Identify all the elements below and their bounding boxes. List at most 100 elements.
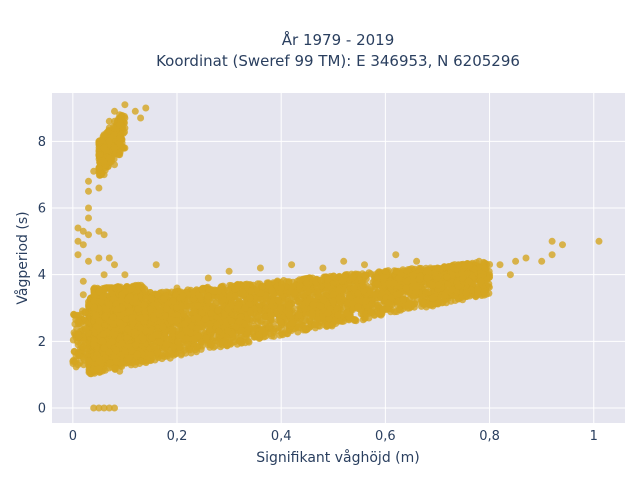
data-point — [151, 343, 158, 350]
data-point — [159, 355, 166, 362]
data-point — [429, 295, 436, 302]
data-point — [173, 317, 180, 324]
data-point — [194, 302, 201, 309]
data-point — [296, 276, 303, 283]
data-point — [455, 283, 462, 290]
data-point — [181, 320, 188, 327]
data-point — [211, 334, 218, 341]
data-point — [139, 283, 146, 290]
data-point — [474, 286, 481, 293]
data-point — [183, 335, 190, 342]
data-point — [277, 318, 284, 325]
data-point — [235, 301, 242, 308]
data-point — [155, 303, 162, 310]
data-point — [359, 282, 366, 289]
data-point — [303, 280, 310, 287]
data-point — [277, 305, 284, 312]
data-point — [259, 283, 266, 290]
data-point — [242, 339, 249, 346]
data-point — [486, 261, 493, 268]
data-point — [225, 306, 232, 313]
data-point — [143, 359, 150, 366]
data-point — [310, 301, 317, 308]
chart-title-line-2: Koordinat (Sweref 99 TM): E 346953, N 62… — [156, 52, 520, 70]
data-point — [163, 305, 170, 312]
data-point — [318, 277, 325, 284]
data-point — [341, 272, 348, 279]
data-point — [325, 309, 332, 316]
data-point — [246, 324, 253, 331]
data-point — [374, 281, 381, 288]
data-point — [178, 352, 185, 359]
data-point — [173, 304, 180, 311]
data-point — [255, 313, 262, 320]
data-point — [343, 310, 350, 317]
data-point — [234, 282, 241, 289]
data-point — [208, 310, 215, 317]
data-point — [324, 322, 331, 329]
data-point — [205, 293, 212, 300]
data-point — [362, 298, 369, 305]
data-point — [427, 302, 434, 309]
data-point — [228, 318, 235, 325]
data-point — [355, 303, 362, 310]
data-point — [239, 289, 246, 296]
data-point — [224, 327, 231, 334]
data-point — [443, 273, 450, 280]
data-point — [179, 292, 186, 299]
data-point — [160, 296, 167, 303]
data-point — [404, 278, 411, 285]
data-point — [278, 330, 285, 337]
data-point — [215, 307, 222, 314]
data-point — [405, 266, 412, 273]
data-point — [268, 287, 275, 294]
data-point — [441, 292, 448, 299]
data-point — [400, 291, 407, 298]
data-point — [349, 274, 356, 281]
data-point — [291, 289, 298, 296]
data-point — [289, 320, 296, 327]
data-point — [391, 280, 398, 287]
data-point — [150, 316, 157, 323]
data-point — [345, 291, 352, 298]
data-point — [295, 324, 302, 331]
data-point — [186, 303, 193, 310]
chart-title-line-1: År 1979 - 2019 — [282, 30, 395, 49]
data-point — [213, 321, 220, 328]
data-point — [265, 323, 272, 330]
data-point — [463, 290, 470, 297]
data-point — [195, 332, 202, 339]
data-point — [406, 295, 413, 302]
data-point — [374, 302, 381, 309]
data-point — [458, 270, 465, 277]
data-point — [305, 288, 312, 295]
data-point — [478, 278, 485, 285]
data-point — [420, 299, 427, 306]
data-point — [192, 346, 199, 353]
data-point — [286, 311, 293, 318]
plot-area — [52, 93, 625, 423]
data-point — [128, 286, 135, 293]
data-point — [163, 341, 170, 348]
data-point — [367, 309, 374, 316]
data-point — [169, 327, 176, 334]
data-point — [248, 288, 255, 295]
data-point — [160, 324, 167, 331]
data-point — [226, 292, 233, 299]
data-point — [393, 268, 400, 275]
data-point — [280, 299, 287, 306]
data-point — [174, 338, 181, 345]
data-point — [362, 272, 369, 279]
data-point — [330, 291, 337, 298]
data-point — [228, 340, 235, 347]
data-point — [385, 300, 392, 307]
data-point — [425, 289, 432, 296]
data-point — [391, 308, 398, 315]
data-point — [246, 301, 253, 308]
data-point — [238, 327, 245, 334]
data-point — [180, 311, 187, 318]
data-point — [165, 349, 172, 356]
data-point — [247, 310, 254, 317]
